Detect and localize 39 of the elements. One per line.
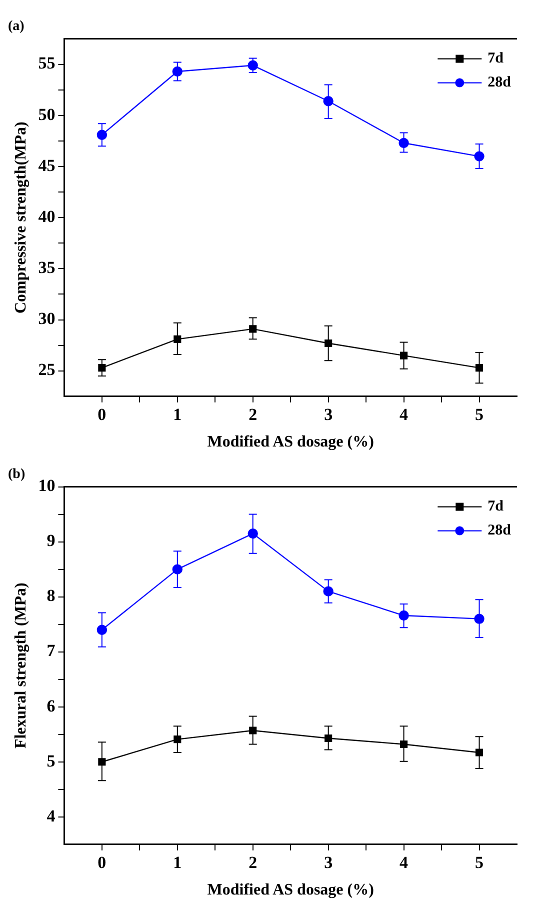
point [400,352,408,360]
x-tick-label: 1 [173,404,182,424]
y-tick-label: 7 [46,641,56,660]
x-tick-label: 5 [475,404,484,424]
x-tick-label: 2 [248,404,258,424]
x-tick-label: 3 [324,852,333,872]
x-tick-label: 3 [324,404,333,424]
legend-label: 7d [488,50,504,67]
y-tick-label: 6 [46,696,56,716]
y-tick-label: 55 [38,54,56,73]
y-tick-label: 25 [38,360,56,380]
x-axis-title: Modified AS dosage (%) [207,434,374,451]
chart-title: (b) [8,467,26,482]
y-tick-label: 8 [46,586,56,606]
x-tick-label: 4 [400,404,409,424]
y-tick-label: 40 [38,206,56,226]
y-tick-label: 30 [38,309,56,328]
x-tick-label: 5 [475,852,484,872]
x-tick-label: 0 [98,404,106,424]
x-tick-label: 4 [400,852,409,872]
y-tick-label: 4 [46,806,56,826]
x-axis-title: Modified AS dosage (%) [207,882,374,899]
legend-label: 28d [488,74,512,91]
legend-label: 7d [488,498,504,515]
y-tick-label: 50 [38,104,56,124]
y-tick-label: 45 [38,156,56,175]
x-tick-label: 2 [248,852,258,872]
y-axis-title: Flexural strength (MPa) [12,582,30,749]
legend-label: 28d [488,522,512,539]
point [249,726,257,734]
y-tick-label: 10 [38,476,56,496]
y-tick-label: 9 [46,531,56,550]
x-tick-label: 1 [173,852,182,872]
x-tick-label: 0 [98,852,106,872]
point [475,748,484,756]
y-tick-label: 5 [46,751,56,770]
chart-title: (a) [8,19,25,34]
y-axis-title: Compressive strength(MPa) [12,122,30,314]
y-tick-label: 35 [38,258,56,278]
